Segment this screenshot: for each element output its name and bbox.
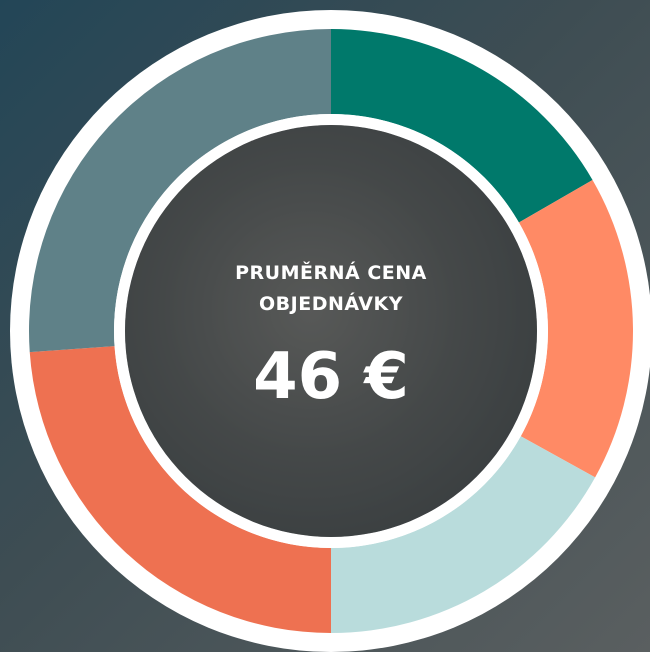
average-value: 46 € (253, 340, 409, 414)
center-overlay (125, 125, 537, 537)
average-order-widget: PRUMĚRNÁ CENA OBJEDNÁVKY 46 € (0, 0, 650, 652)
label-line: PRUMĚRNÁ CENA (235, 261, 427, 284)
label-line: OBJEDNÁVKY (259, 292, 403, 315)
page: PRUMĚRNÁ CENA OBJEDNÁVKY 46 € (() => { c… (0, 0, 650, 652)
